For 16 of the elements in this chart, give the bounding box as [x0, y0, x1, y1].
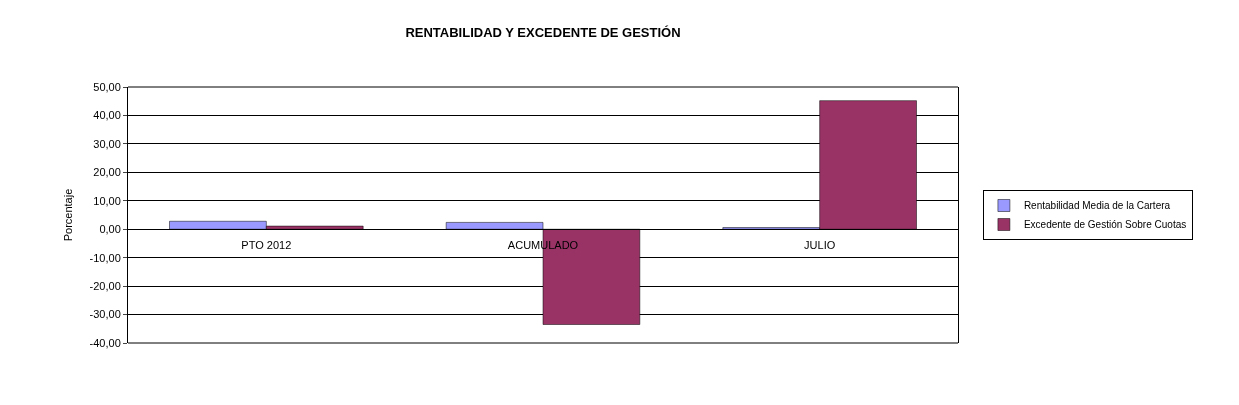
y-tick-label: 40,00	[93, 109, 121, 122]
y-tick-label: 20,00	[93, 166, 121, 179]
y-tick-label: -40,00	[89, 336, 121, 349]
chart-title: RENTABILIDAD Y EXCEDENTE DE GESTIÓN	[405, 25, 681, 41]
y-axis-title: Porcentaje	[62, 188, 75, 242]
x-tick-label: JULIO	[804, 239, 836, 252]
y-tick-label: -20,00	[89, 279, 121, 292]
legend-label: Rentabilidad Media de la Cartera	[1023, 200, 1171, 212]
legend-label: Excedente de Gestión Sobre Cuotas	[1023, 219, 1187, 231]
y-tick-label: 0,00	[99, 223, 121, 236]
y-tick-label: 50,00	[93, 80, 121, 93]
x-tick-label: PTO 2012	[241, 239, 292, 252]
y-tick-label: 30,00	[93, 137, 121, 150]
y-tick-label: -30,00	[89, 308, 121, 321]
y-tick-label: -10,00	[89, 251, 121, 264]
y-tick-label: 10,00	[93, 194, 121, 207]
